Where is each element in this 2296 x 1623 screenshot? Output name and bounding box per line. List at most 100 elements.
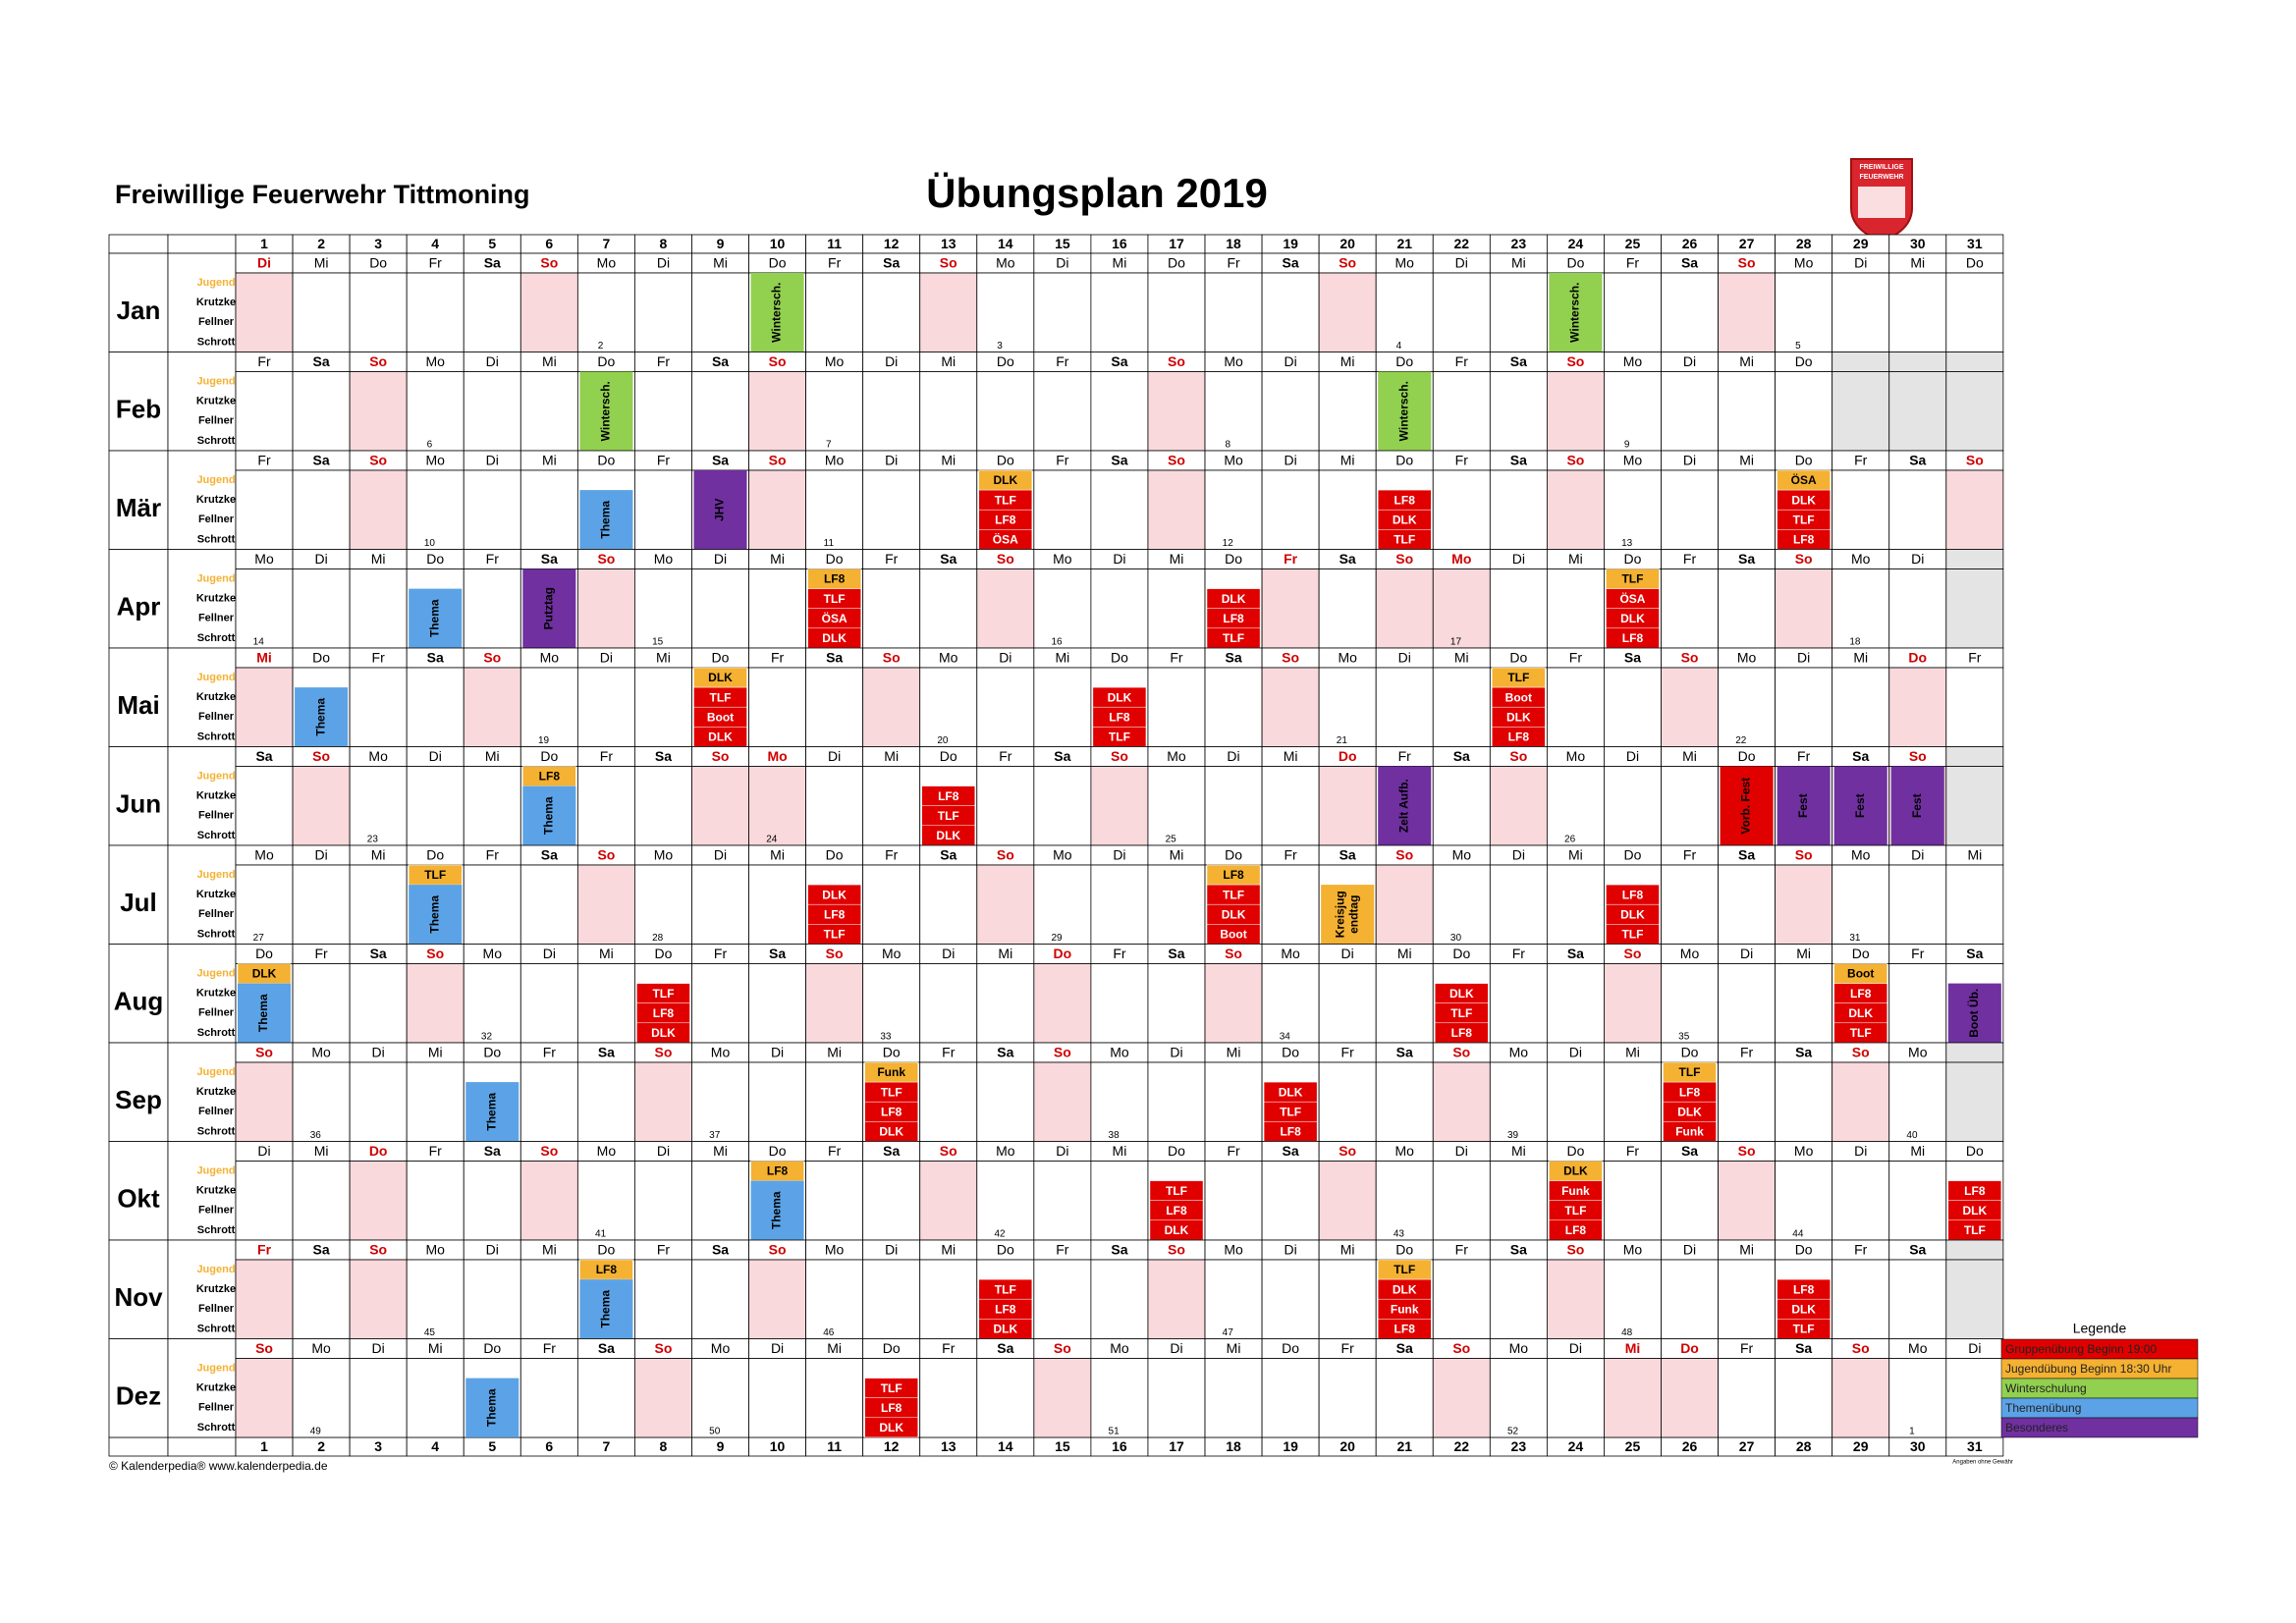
- day-cell: [1945, 1259, 2004, 1339]
- weekday: Fr: [1398, 748, 1412, 764]
- day-number: 3: [374, 236, 382, 251]
- day-cell: [1147, 864, 1206, 945]
- weekday: Mo: [1395, 1143, 1415, 1159]
- weekday-cell: [1945, 746, 2004, 767]
- event-label: DLK: [936, 829, 960, 842]
- day-cell: [519, 272, 578, 352]
- day-cell: [406, 1061, 465, 1142]
- week-number: 40: [1906, 1130, 1918, 1141]
- event-label: DLK: [1620, 612, 1645, 625]
- weekday: Di: [885, 1242, 898, 1258]
- weekday: Do: [1966, 1143, 1984, 1159]
- weekday: Do: [597, 353, 615, 369]
- event-label: TLF: [1394, 533, 1415, 547]
- group-label: Krutzke: [196, 1283, 236, 1295]
- day-cell: [1261, 667, 1320, 747]
- day-cell: [1546, 469, 1605, 550]
- day-cell: [1375, 1161, 1434, 1241]
- day-cell: [1147, 766, 1206, 846]
- day-cell: [976, 667, 1035, 747]
- weekday: Do: [1852, 946, 1870, 961]
- group-label: Fellner: [198, 711, 235, 723]
- weekday: Do: [826, 847, 844, 863]
- day-number: 24: [1568, 1438, 1584, 1454]
- event-bar-label: Fest: [1796, 793, 1810, 818]
- weekday: Mo: [1167, 748, 1186, 764]
- weekday: So: [940, 255, 957, 271]
- day-number: 9: [717, 236, 725, 251]
- day-cell: [292, 963, 351, 1044]
- day-cell: [349, 963, 408, 1044]
- day-cell: [1775, 1358, 1833, 1438]
- day-cell: [1945, 469, 2004, 550]
- day-cell: [519, 1259, 578, 1339]
- group-label: Schrott: [197, 336, 236, 348]
- day-cell: [1090, 864, 1149, 945]
- event-bar-label: Thema: [484, 1388, 498, 1427]
- day-cell: [634, 766, 692, 846]
- weekday: So: [997, 847, 1014, 863]
- day-cell: [1147, 1358, 1206, 1438]
- day-cell: [748, 568, 806, 649]
- event-label: LF8: [1394, 493, 1416, 507]
- day-cell: [406, 371, 465, 452]
- day-cell: [634, 568, 692, 649]
- day-cell: [1945, 667, 2004, 747]
- day-number: 17: [1169, 236, 1184, 251]
- event-label: DLK: [1563, 1164, 1588, 1178]
- weekday: Sa: [484, 1143, 501, 1159]
- day-number: 18: [1226, 1438, 1241, 1454]
- day-cell: [1090, 272, 1149, 352]
- group-label: Fellner: [198, 1205, 235, 1217]
- weekday: Mo: [1509, 1340, 1529, 1356]
- group-label: Fellner: [198, 908, 235, 920]
- weekday: Fr: [657, 1242, 671, 1258]
- month-name: Dez: [116, 1381, 161, 1411]
- event-label: TLF: [995, 1282, 1016, 1296]
- day-number: 9: [717, 1438, 725, 1454]
- weekday: Di: [600, 650, 613, 666]
- day-cell: [349, 1061, 408, 1142]
- day-cell: [919, 469, 978, 550]
- group-label: Jugend: [196, 277, 235, 289]
- weekday: Sa: [1339, 847, 1356, 863]
- week-number: 8: [1225, 440, 1230, 451]
- group-cell: [167, 352, 237, 452]
- day-cell: [634, 469, 692, 550]
- day-cell: [1661, 1161, 1719, 1241]
- event-label: LF8: [1451, 1026, 1473, 1040]
- week-number: 15: [652, 637, 664, 648]
- weekday: Di: [828, 748, 841, 764]
- day-number: 13: [941, 236, 957, 251]
- day-cell: [1945, 766, 2004, 846]
- weekday: Sa: [1453, 748, 1470, 764]
- group-label: Krutzke: [196, 396, 236, 407]
- weekday: So: [1795, 847, 1813, 863]
- group-label: Schrott: [197, 830, 236, 841]
- week-number: 5: [1795, 341, 1801, 352]
- event-label: LF8: [1280, 1125, 1301, 1139]
- day-cell: [576, 272, 635, 352]
- weekday: Sa: [1396, 1045, 1413, 1060]
- week-number: 43: [1394, 1229, 1405, 1240]
- weekday: Mi: [941, 353, 956, 369]
- event-label: TLF: [1621, 572, 1643, 586]
- weekday: Do: [1282, 1340, 1299, 1356]
- event-label: TLF: [1793, 513, 1815, 526]
- weekday: Mo: [483, 946, 503, 961]
- day-cell: [634, 272, 692, 352]
- month-name: Mai: [117, 690, 159, 720]
- weekday: Do: [1509, 650, 1527, 666]
- weekday: Mi: [713, 1143, 728, 1159]
- day-cell: [1204, 766, 1263, 846]
- weekday: Mi: [1511, 1143, 1526, 1159]
- weekday: Do: [1680, 1340, 1699, 1356]
- event-bar: [750, 273, 804, 352]
- week-number: 29: [1052, 933, 1064, 944]
- day-cell: [1888, 864, 1947, 945]
- weekday: Mi: [884, 748, 899, 764]
- weekday: Mo: [996, 255, 1015, 271]
- weekday: Do: [540, 748, 558, 764]
- day-cell: [691, 1259, 749, 1339]
- weekday: Sa: [370, 946, 387, 961]
